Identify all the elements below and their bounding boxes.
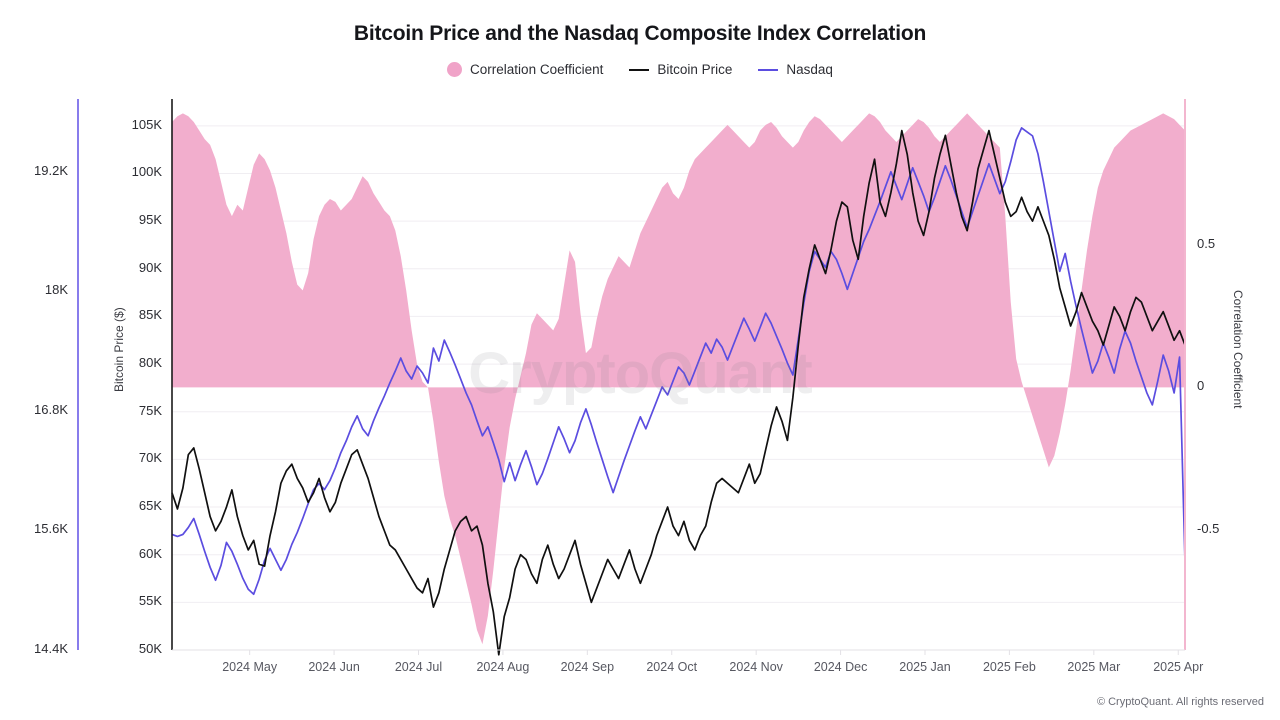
y-tick-bitcoin-4: 85K [138, 307, 162, 323]
y-tick-bitcoin-1: 100K [131, 164, 162, 180]
y-tick-bitcoin-5: 80K [138, 355, 162, 371]
y-tick-nasdaq-2: 16.8K [34, 401, 68, 417]
legend-label-bitcoin: Bitcoin Price [657, 62, 733, 77]
page-title: Bitcoin Price and the Nasdaq Composite I… [353, 22, 927, 45]
legend-label-correlation: Correlation Coefficient [470, 62, 604, 77]
x-tick-9: 2025 Feb [982, 660, 1036, 674]
bitcoin-swatch-icon [629, 68, 650, 71]
y-tick-bitcoin-2: 95K [138, 212, 162, 228]
legend-label-nasdaq: Nasdaq [786, 62, 833, 77]
x-tick-5: 2024 Oct [646, 660, 698, 674]
y-tick-bitcoin-8: 65K [138, 498, 162, 514]
y-tick-bitcoin-0: 105K [131, 116, 162, 132]
y-tick-nasdaq-1: 18K [44, 282, 68, 298]
x-tick-6: 2024 Nov [729, 660, 783, 674]
x-tick-3: 2024 Aug [476, 660, 530, 674]
y-tick-bitcoin-6: 75K [138, 402, 162, 418]
x-tick-8: 2025 Jan [899, 660, 951, 674]
y-tick-bitcoin-10: 55K [138, 593, 162, 609]
y-tick-bitcoin-7: 70K [138, 450, 162, 466]
x-tick-10: 2025 Mar [1067, 660, 1121, 674]
chart-legend: Correlation Coefficient Bitcoin Price Na… [0, 62, 1280, 77]
legend-item-correlation[interactable]: Correlation Coefficient [447, 62, 603, 77]
copyright-footer: © CryptoQuant. All rights reserved [1096, 696, 1264, 708]
x-tick-4: 2024 Sep [560, 660, 615, 674]
y-tick-bitcoin-11: 50K [138, 641, 162, 656]
y-tick-correlation-1: 0 [1197, 378, 1205, 394]
legend-item-nasdaq[interactable]: Nasdaq [758, 62, 833, 77]
x-tick-11: 2025 Apr [1153, 660, 1204, 674]
bitcoin-line [171, 129, 1186, 656]
y-tick-nasdaq-3: 15.6K [34, 521, 68, 537]
y-tick-correlation-0: 0.5 [1197, 235, 1216, 251]
y-tick-nasdaq-4: 14.4K [34, 641, 68, 656]
y-axis-left-title: Bitcoin Price ($) [112, 307, 126, 392]
y-tick-correlation-2: -0.5 [1197, 521, 1220, 537]
legend-item-bitcoin[interactable]: Bitcoin Price [629, 62, 732, 77]
correlation-swatch-icon [447, 62, 463, 77]
x-tick-7: 2024 Dec [813, 660, 868, 674]
y-axis-right-title: Correlation Coefficient [1231, 290, 1245, 409]
y-tick-bitcoin-3: 90K [138, 259, 162, 275]
y-tick-bitcoin-9: 60K [138, 545, 162, 561]
x-tick-2: 2024 Jul [394, 660, 443, 674]
correlation-area [172, 113, 1185, 645]
nasdaq-swatch-icon [758, 68, 779, 71]
nasdaq-line [171, 127, 1186, 596]
x-tick-1: 2024 Jun [308, 660, 360, 674]
y-tick-nasdaq-0: 19.2K [34, 162, 68, 178]
x-tick-0: 2024 May [222, 660, 278, 674]
